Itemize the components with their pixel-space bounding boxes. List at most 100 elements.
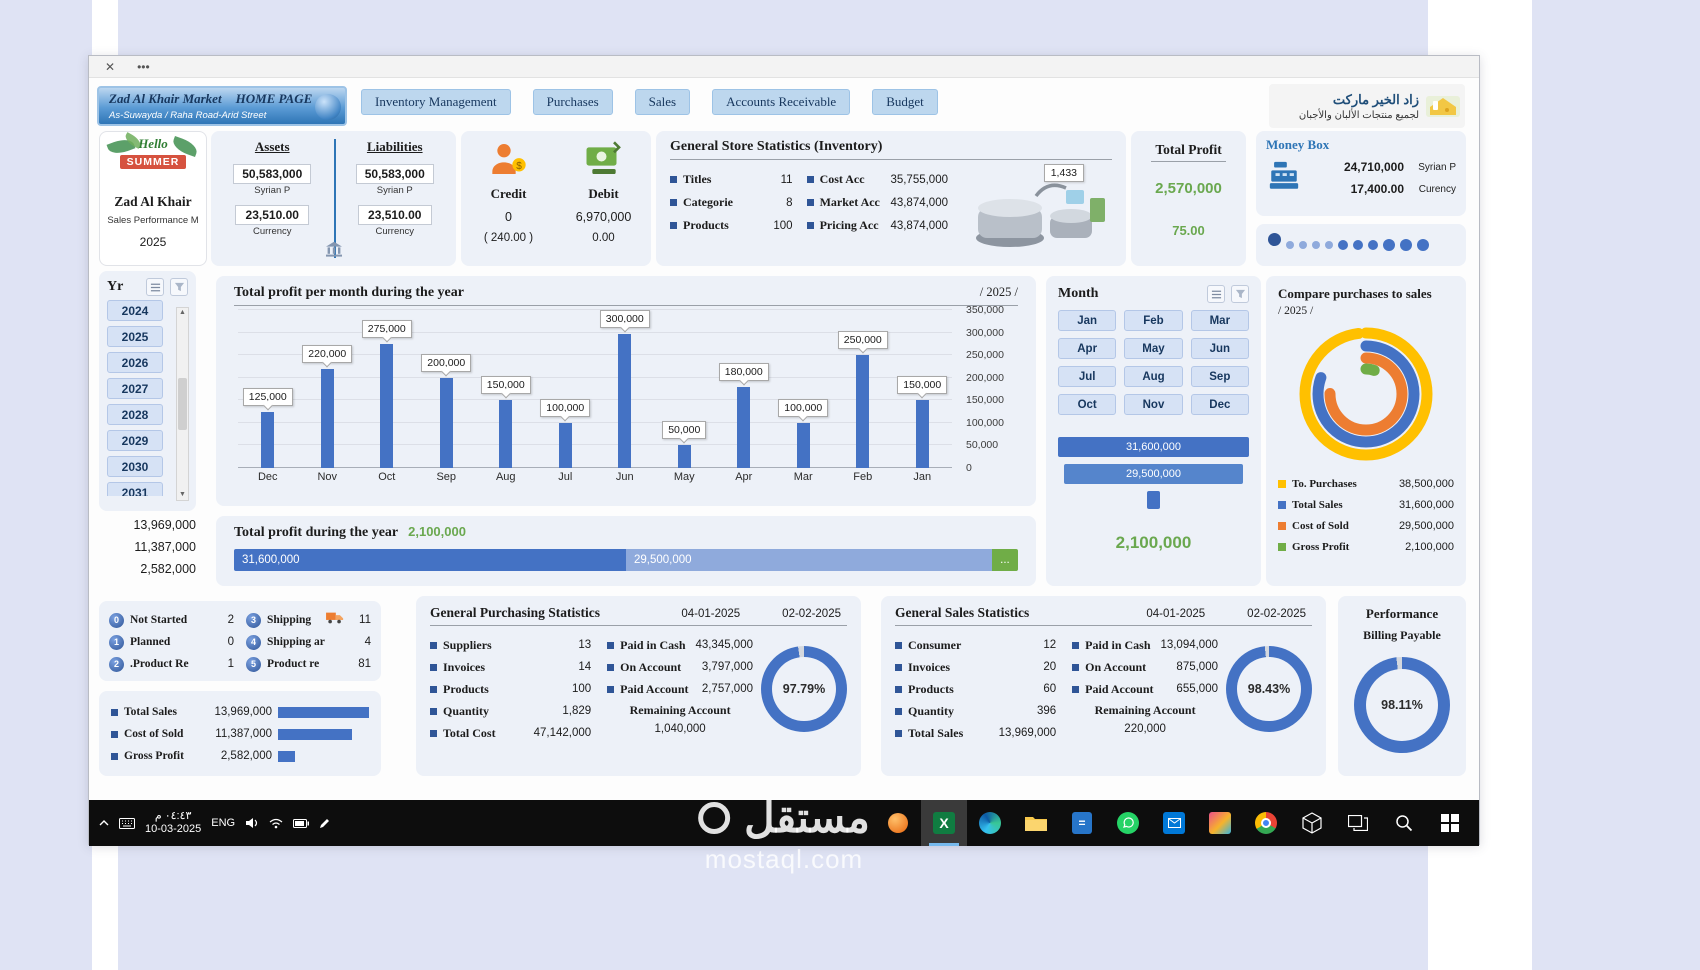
month-bar-profit — [1147, 491, 1160, 509]
gridline — [238, 444, 952, 446]
taskbar-clock[interactable]: ٠٤:٤٣ م 10-03-2025 — [145, 810, 201, 836]
assets-value-currency: 23,510.00 — [235, 205, 310, 225]
taskbar-edge-icon[interactable] — [967, 800, 1013, 846]
multi-select-icon[interactable] — [1207, 285, 1225, 303]
year-item-2025[interactable]: 2025 — [107, 326, 163, 347]
taskbar-3d-viewer-icon[interactable] — [1289, 800, 1335, 846]
nav-budget[interactable]: Budget — [872, 89, 938, 115]
nav-inventory-management[interactable]: Inventory Management — [361, 89, 511, 115]
balance-panel: Assets 50,583,000 Syrian P 23,510.00 Cur… — [211, 131, 456, 266]
status-label: Not Started — [130, 614, 188, 626]
year-item-2029[interactable]: 2029 — [107, 430, 163, 451]
taskbar-file-explorer-icon[interactable] — [1013, 800, 1059, 846]
clear-filter-icon[interactable] — [170, 278, 188, 296]
year-item-2027[interactable]: 2027 — [107, 378, 163, 399]
nav-sales[interactable]: Sales — [634, 89, 691, 115]
legend-bullet — [1278, 521, 1286, 530]
x-axis-label: Jun — [615, 471, 634, 483]
taskbar-mail-icon[interactable] — [1151, 800, 1197, 846]
month-button-sep[interactable]: Sep — [1190, 366, 1249, 387]
taskbar-chrome-icon[interactable] — [1243, 800, 1289, 846]
taskbar-notification-icon[interactable] — [875, 800, 921, 846]
clear-filter-icon[interactable] — [1231, 285, 1249, 303]
truck-icon — [325, 611, 345, 629]
bar-data-label: 100,000 — [540, 398, 591, 417]
taskbar-search-icon[interactable] — [1381, 800, 1427, 846]
month-button-oct[interactable]: Oct — [1058, 394, 1117, 415]
multi-select-icon[interactable] — [146, 278, 164, 296]
language-indicator[interactable]: ENG — [211, 817, 236, 829]
window-menu-icon[interactable]: ••• — [137, 59, 150, 74]
taskbar-task-view-icon[interactable] — [1335, 800, 1381, 846]
wifi-icon[interactable] — [269, 818, 283, 829]
gridline — [238, 309, 952, 310]
legend-bullet — [1278, 542, 1286, 551]
year-total-bar: 31,600,000 29,500,000... — [234, 549, 1018, 571]
month-button-jul[interactable]: Jul — [1058, 366, 1117, 387]
year-scrollbar[interactable]: ▲ ▼ — [176, 307, 189, 501]
touch-keyboard-icon[interactable] — [119, 817, 135, 829]
bar — [856, 355, 870, 468]
purchasing-title: General Purchasing Statistics — [430, 605, 600, 620]
date-from: 04-01-2025 — [681, 608, 741, 620]
taskbar-calculator-icon[interactable]: = — [1059, 800, 1105, 846]
logo-subtitle-arabic: لجميع منتجات الألبان والأجبان — [1298, 109, 1419, 121]
liabilities-label: Liabilities — [366, 139, 423, 154]
legend-label: Cost of Sold — [1292, 519, 1349, 532]
nav-purchases[interactable]: Purchases — [532, 89, 613, 115]
bank-icon — [324, 241, 344, 262]
month-button-jan[interactable]: Jan — [1058, 310, 1117, 331]
stat-label: On Account — [1085, 659, 1147, 674]
taskbar-whatsapp-icon[interactable] — [1105, 800, 1151, 846]
month-button-feb[interactable]: Feb — [1124, 310, 1183, 331]
brand-banner[interactable]: Zad Al Khair Market HOME PAGE As-Suwayda… — [97, 86, 347, 126]
year-item-2031[interactable]: 2031 — [107, 482, 163, 496]
date-to: 02-02-2025 — [1247, 608, 1306, 620]
volume-icon[interactable] — [245, 817, 259, 829]
y-tick-label: 250,000 — [966, 349, 1004, 362]
inventory-title: General Store Statistics (Inventory) — [670, 139, 883, 154]
taskbar-photos-icon[interactable] — [1197, 800, 1243, 846]
gauge-percent: 97.79% — [782, 682, 826, 696]
month-button-jun[interactable]: Jun — [1190, 338, 1249, 359]
x-axis-label: Dec — [257, 471, 278, 483]
x-axis-label: Mar — [793, 471, 813, 483]
nav-accounts-receivable[interactable]: Accounts Receivable — [712, 89, 851, 115]
year-item-2028[interactable]: 2028 — [107, 404, 163, 425]
monthly-profit-plot: 125,000 220,000 275,000 200,000 150,000 100,0… — [234, 309, 956, 468]
scroll-thumb[interactable] — [178, 378, 187, 430]
y-tick-label: 0 — [966, 462, 972, 474]
inventory-stats-panel: General Store Statistics (Inventory) Tit… — [656, 131, 1126, 266]
year-item-2030[interactable]: 2030 — [107, 456, 163, 477]
year-total-value: 2,100,000 — [408, 524, 466, 539]
pen-icon[interactable] — [319, 818, 330, 829]
stat-value: 11 — [780, 173, 793, 186]
total-sales-figure: 13,969,000 — [133, 518, 196, 532]
assets-label: Assets — [254, 139, 290, 154]
month-button-may[interactable]: May — [1124, 338, 1183, 359]
close-icon[interactable]: ✕ — [105, 59, 116, 74]
x-axis-label: Jul — [558, 471, 573, 483]
scroll-up-icon[interactable]: ▲ — [179, 309, 186, 316]
bar-data-label: 200,000 — [421, 353, 472, 372]
taskbar-start-button[interactable] — [1427, 800, 1473, 846]
hidden-icons-chevron-icon[interactable] — [99, 819, 109, 827]
month-button-dec[interactable]: Dec — [1190, 394, 1249, 415]
battery-icon[interactable] — [293, 818, 310, 828]
gridline — [238, 467, 952, 468]
scroll-down-icon[interactable]: ▼ — [179, 491, 186, 498]
month-button-aug[interactable]: Aug — [1124, 366, 1183, 387]
remaining-account-value: 1,040,000 — [654, 723, 706, 735]
status-value: 81 — [358, 658, 371, 670]
dots-sparkline — [1256, 224, 1466, 266]
month-button-nov[interactable]: Nov — [1124, 394, 1183, 415]
status-value: 4 — [364, 636, 371, 648]
stat-value: 43,345,000 — [695, 639, 753, 651]
year-item-2026[interactable]: 2026 — [107, 352, 163, 373]
legend-value: 2,100,000 — [1405, 540, 1454, 553]
year-item-2024[interactable]: 2024 — [107, 300, 163, 321]
taskbar-excel-icon[interactable]: X — [921, 800, 967, 846]
month-button-mar[interactable]: Mar — [1190, 310, 1249, 331]
month-button-apr[interactable]: Apr — [1058, 338, 1117, 359]
status-row: 0 Not Started 2 — [109, 609, 234, 631]
